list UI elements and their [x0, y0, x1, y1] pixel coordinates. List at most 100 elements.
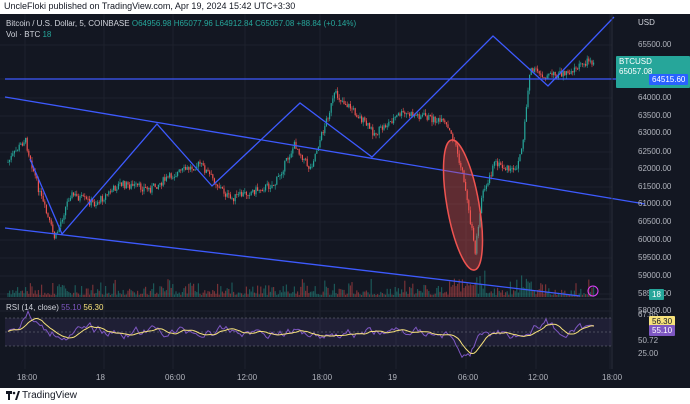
volume-bar — [42, 294, 44, 297]
volume-bar — [133, 292, 135, 297]
candle-body — [287, 158, 289, 160]
volume-label: Vol · BTC — [6, 30, 41, 39]
candle-body — [500, 162, 502, 166]
candle-body — [189, 166, 191, 170]
grid — [0, 14, 612, 369]
price-chart[interactable] — [0, 14, 690, 388]
volume-bar — [65, 288, 67, 297]
candle-body — [417, 114, 419, 116]
volume-bar — [202, 292, 204, 297]
volume-bar — [413, 294, 415, 297]
candle-body — [156, 187, 158, 189]
volume-bar — [68, 291, 70, 297]
volume-bar — [95, 292, 97, 297]
candle-body — [583, 63, 585, 65]
volume-bar — [148, 294, 150, 297]
volume-bar — [44, 292, 46, 297]
volume-bar — [338, 288, 340, 297]
candle-body — [127, 182, 129, 185]
symbol-legend[interactable]: Bitcoin / U.S. Dollar, 5, COINBASE O6495… — [6, 19, 356, 28]
volume-bar — [265, 285, 267, 297]
volume-bar — [346, 293, 348, 297]
candle-body — [573, 67, 575, 73]
volume-bar — [180, 294, 182, 297]
volume-bar — [63, 285, 65, 297]
volume-bar — [41, 284, 43, 297]
volume-bar — [365, 290, 367, 297]
candle-body — [445, 122, 447, 125]
price-axis-label: 65500.00 — [638, 40, 672, 49]
candle-body — [253, 189, 255, 195]
trend-lines — [4, 16, 646, 297]
volume-bar — [258, 294, 260, 297]
volume-bar — [412, 283, 414, 297]
candle-body — [577, 68, 579, 70]
volume-bar — [82, 294, 84, 297]
publisher-bar: UncleFloki published on TradingView.com,… — [0, 0, 690, 14]
candle-body — [28, 150, 30, 156]
volume-bar — [362, 291, 364, 297]
candle-body — [77, 195, 79, 201]
price-axis-label: 58000.00 — [638, 306, 672, 315]
volume-bar — [476, 277, 478, 297]
candle-body — [276, 176, 278, 185]
volume-bar — [127, 290, 129, 297]
volume-bar — [183, 288, 185, 297]
volume-bar — [428, 291, 430, 297]
candle-body — [516, 168, 518, 170]
candle-body — [201, 163, 203, 164]
volume-bar — [495, 294, 497, 297]
volume-bar — [369, 294, 371, 297]
candle-body — [385, 125, 387, 128]
candle-body — [140, 183, 142, 190]
rsi-legend[interactable]: RSI (14, close) 55.10 56.30 — [6, 303, 103, 312]
candle-body — [84, 196, 86, 197]
volume-bar — [540, 283, 542, 297]
volume-legend[interactable]: Vol · BTC 18 — [6, 30, 51, 39]
candle-body — [247, 195, 249, 197]
volume-bar — [345, 294, 347, 297]
candle-body — [209, 171, 211, 175]
volume-bar — [324, 280, 326, 297]
candle-body — [181, 168, 183, 171]
volume-bar — [189, 282, 191, 297]
candle-body — [399, 113, 401, 116]
volume-bar — [490, 291, 492, 297]
volume-bar — [397, 288, 399, 297]
candle-body — [396, 115, 398, 118]
volume-bar — [39, 294, 41, 297]
candle-body — [345, 104, 347, 105]
volume-bar — [18, 292, 20, 297]
candle-body — [311, 166, 313, 168]
candle-body — [397, 113, 399, 116]
candle-body — [308, 166, 310, 169]
volume-bar — [207, 291, 209, 297]
candle-body — [341, 100, 343, 102]
volume-bar — [231, 282, 233, 297]
volume-bar — [161, 286, 163, 297]
candle-body — [173, 177, 175, 178]
volume-bar — [333, 283, 335, 297]
open-value: 64956.98 — [138, 19, 172, 28]
currency-label[interactable]: USD — [638, 18, 655, 27]
volume-bar — [570, 290, 572, 297]
volume-bar — [124, 294, 126, 297]
volume-bar — [330, 294, 332, 297]
volume-bar — [151, 288, 153, 297]
volume-bar — [434, 293, 436, 297]
volume-bar — [351, 282, 353, 297]
chart-area[interactable]: Bitcoin / U.S. Dollar, 5, COINBASE O6495… — [0, 14, 690, 388]
volume-bar — [269, 291, 271, 297]
candle-body — [125, 182, 127, 189]
candle-body — [23, 142, 25, 146]
volume-bar — [493, 288, 495, 297]
candle-body — [316, 150, 318, 154]
volume-bar — [306, 285, 308, 297]
volume-bar — [181, 291, 183, 297]
candle-body — [348, 103, 350, 108]
candle-body — [74, 193, 76, 196]
candle-body — [357, 117, 359, 119]
candle-body — [420, 116, 422, 120]
candle-body — [409, 113, 411, 117]
candle-body — [538, 71, 540, 74]
